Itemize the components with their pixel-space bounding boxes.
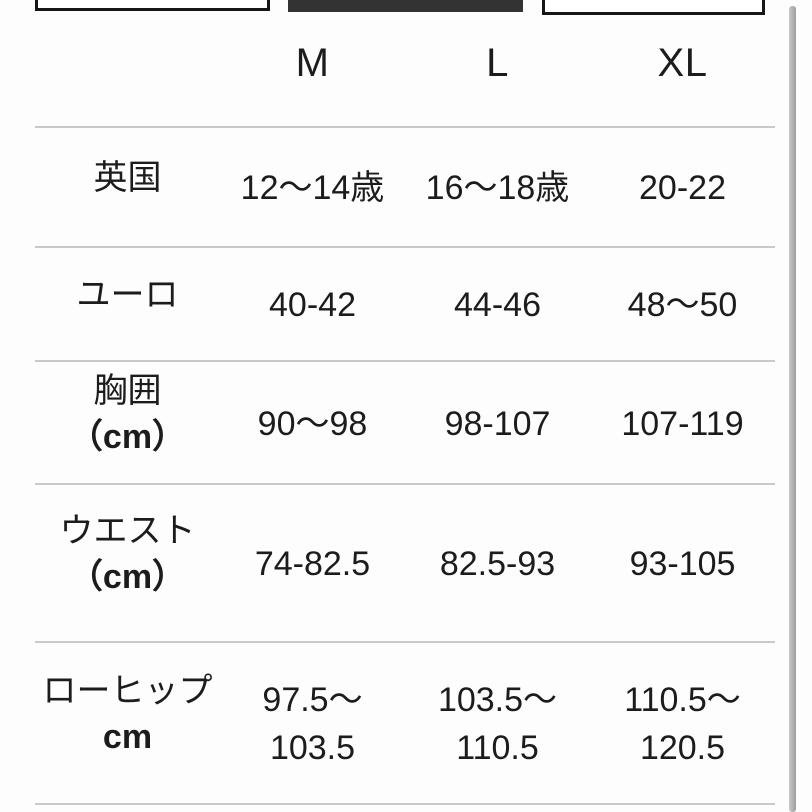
row-label-text: ユーロ xyxy=(76,276,179,315)
cell-lowhip-xl: 110.5〜 120.5 xyxy=(624,681,741,767)
cell-lowhip-l: 103.5〜 110.5 xyxy=(437,681,558,767)
cell-waist-m: 74-82.5 xyxy=(254,545,371,584)
row-label-unit: cm xyxy=(102,718,153,756)
cell-uk-m: 12〜14歳 xyxy=(240,169,385,208)
cell-chest-m: 90〜98 xyxy=(257,404,368,443)
row-label-unit: （cm） xyxy=(68,417,187,456)
size-tab-right[interactable] xyxy=(542,0,765,15)
cell-chest-l: 98-107 xyxy=(444,404,551,443)
cell-chest-xl: 107-119 xyxy=(621,404,744,443)
table-row-uk: 英国 12〜14歳 16〜18歳 20-22 xyxy=(35,128,775,248)
table-row-lowhip: ローヒップ cm 97.5〜103.5 103.5〜 110.5 110.5〜 … xyxy=(35,643,775,805)
size-tab-left[interactable] xyxy=(35,0,270,11)
row-label-text: ローヒップ xyxy=(42,672,213,711)
cell-waist-l: 82.5-93 xyxy=(439,545,556,584)
cell-waist-xl: 93-105 xyxy=(629,545,736,584)
cell-euro-l: 44-46 xyxy=(454,286,541,325)
column-header-m: M xyxy=(295,40,330,85)
table-row-waist: ウエスト （cm） 74-82.5 82.5-93 93-105 xyxy=(35,485,775,643)
cell-lowhip-m: 97.5〜103.5 xyxy=(262,681,363,767)
size-chart-table: M L XL 英国 12〜14歳 16〜18歳 20-22 ユーロ 40-42 … xyxy=(35,0,775,805)
row-label-euro: ユーロ xyxy=(35,240,220,352)
header-empty-cell xyxy=(35,0,220,118)
row-label-chest: 胸囲 （cm） xyxy=(35,354,220,475)
row-label-waist: ウエスト （cm） xyxy=(35,477,220,633)
cell-uk-xl: 20-22 xyxy=(639,169,726,208)
cell-euro-xl: 48〜50 xyxy=(627,286,738,325)
size-tab-selected[interactable] xyxy=(288,0,523,12)
row-label-text: ウエスト xyxy=(59,512,196,551)
table-row-chest: 胸囲 （cm） 90〜98 98-107 107-119 xyxy=(35,362,775,485)
table-header-row: M L XL xyxy=(35,0,775,128)
row-label-text: 英国 xyxy=(93,159,162,198)
cell-uk-l: 16〜18歳 xyxy=(425,169,570,208)
column-header-xl: XL xyxy=(657,40,708,85)
row-label-lowhip: ローヒップ cm xyxy=(35,635,220,795)
table-row-euro: ユーロ 40-42 44-46 48〜50 xyxy=(35,248,775,362)
row-label-text: 胸囲 xyxy=(93,371,162,410)
cell-euro-m: 40-42 xyxy=(269,286,356,325)
row-label-uk: 英国 xyxy=(35,120,220,238)
scrollbar[interactable] xyxy=(789,6,796,812)
row-label-unit: （cm） xyxy=(68,558,187,596)
column-header-l: L xyxy=(486,40,509,85)
